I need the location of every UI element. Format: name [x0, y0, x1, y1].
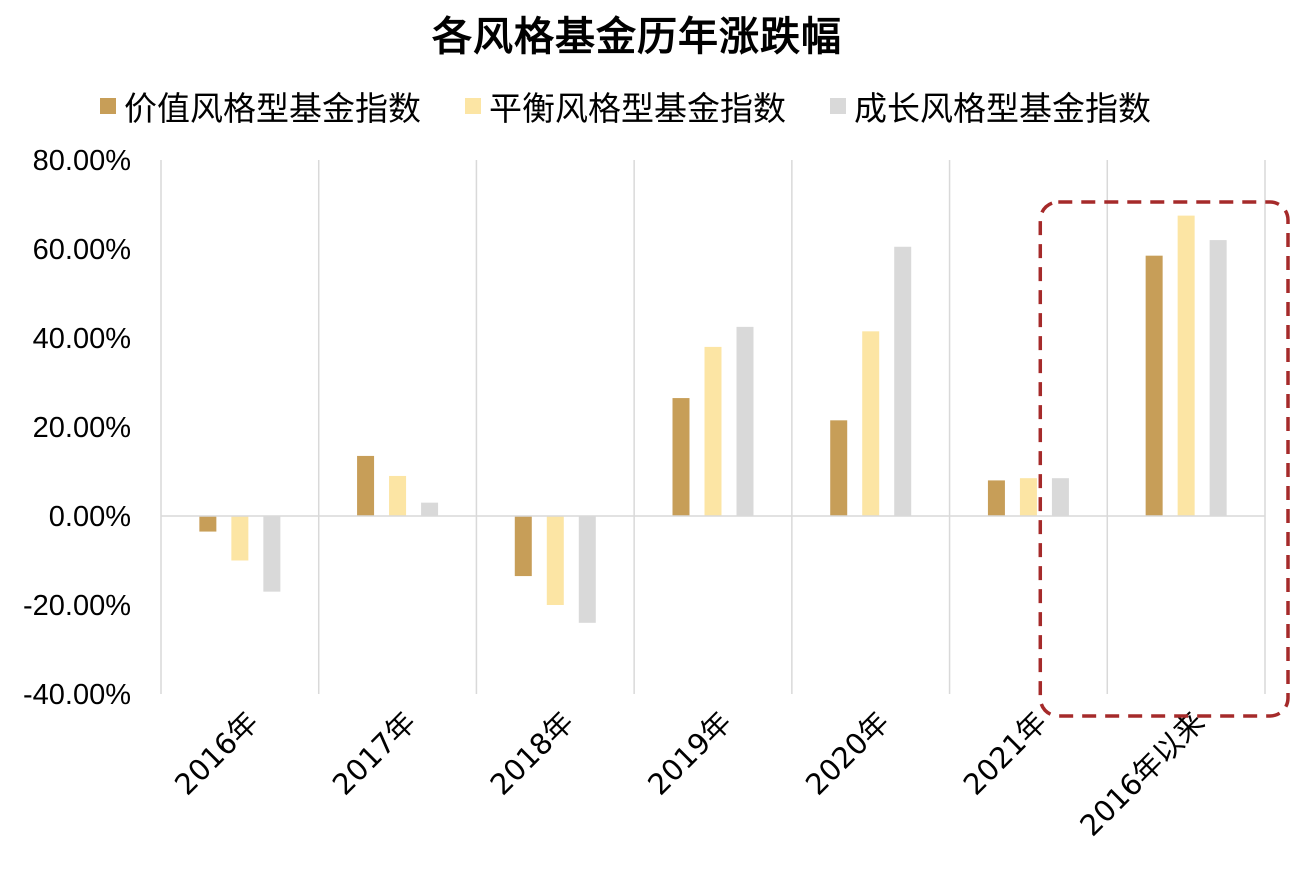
bar [263, 516, 281, 592]
legend-item-growth: 成长风格型基金指数 [830, 82, 1151, 130]
bar [199, 516, 217, 532]
bar [1209, 240, 1227, 516]
y-tick-label: 80.00% [33, 145, 131, 177]
bar [546, 516, 564, 605]
bar [231, 516, 249, 561]
x-tick-label: 2021年 [957, 705, 1054, 802]
x-tick-labels: 2016年 2017年 2018年 2019年 2020年 2021年 2016年以来 [168, 705, 1211, 843]
x-tick-label: 2018年 [483, 705, 580, 802]
legend-item-balanced: 平衡风格型基金指数 [465, 82, 786, 130]
y-tick-label: 0.00% [49, 501, 131, 533]
bar [704, 346, 722, 516]
bar [672, 398, 690, 516]
y-tick-label: -40.00% [23, 679, 131, 711]
x-tick-label: 2016年以来 [1073, 705, 1211, 843]
grid-lines [160, 160, 1266, 694]
bar [578, 516, 596, 623]
bar [357, 455, 375, 516]
bar [1051, 478, 1069, 516]
x-tick-label: 2016年 [168, 705, 265, 802]
y-tick-label: 20.00% [33, 412, 131, 444]
bar [1019, 478, 1037, 516]
bar [736, 326, 754, 516]
y-tick-label: 60.00% [33, 234, 131, 266]
legend-label-growth: 成长风格型基金指数 [854, 89, 1151, 128]
bar [1177, 215, 1195, 516]
y-tick-label: -20.00% [23, 590, 131, 622]
x-tick-label: 2019年 [641, 705, 738, 802]
legend: 价值风格型基金指数 平衡风格型基金指数 成长风格型基金指数 [100, 82, 1151, 130]
bar [862, 331, 880, 516]
y-tick-labels: 80.00% 60.00% 40.00% 20.00% 0.00% -20.00% -40.… [23, 145, 131, 711]
bar [389, 475, 407, 516]
highlight-box-outline [1038, 200, 1290, 718]
legend-label-value: 价值风格型基金指数 [124, 89, 421, 128]
legend-swatch-balanced [465, 98, 481, 114]
bar [514, 516, 532, 577]
highlight-box [1038, 200, 1290, 718]
legend-item-value: 价值风格型基金指数 [100, 82, 421, 130]
x-tick-label: 2020年 [799, 705, 896, 802]
bar [894, 246, 912, 516]
chart-title: 各风格基金历年涨跌幅 [432, 14, 842, 60]
y-tick-label: 40.00% [33, 323, 131, 355]
bar [421, 502, 439, 516]
bar [1145, 255, 1163, 517]
x-tick-label: 2017年 [326, 705, 423, 802]
bars [199, 215, 1227, 623]
bar [830, 420, 848, 516]
bar [987, 480, 1005, 516]
legend-swatch-value [100, 98, 116, 114]
legend-label-balanced: 平衡风格型基金指数 [489, 89, 786, 128]
legend-swatch-growth [830, 98, 846, 114]
